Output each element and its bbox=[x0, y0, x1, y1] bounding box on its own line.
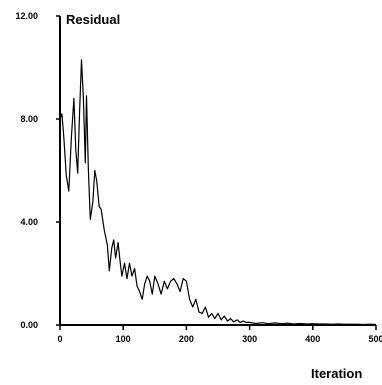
axes bbox=[59, 16, 376, 326]
y-tick-label: 4.00 bbox=[20, 217, 38, 227]
x-tick-label: 400 bbox=[305, 334, 320, 344]
x-tick-label: 100 bbox=[116, 334, 131, 344]
y-axis-title: Residual bbox=[66, 12, 120, 27]
x-tick-label: 0 bbox=[57, 334, 62, 344]
x-tick-label: 500 bbox=[368, 334, 382, 344]
residual-series-line bbox=[59, 59, 377, 326]
x-axis-title: Iteration bbox=[311, 366, 362, 381]
y-tick-label: 8.00 bbox=[20, 114, 38, 124]
ticks: 0 100 200 300 400 500 0.00 4.00 8.00 12.00 bbox=[15, 11, 382, 344]
x-tick-label: 200 bbox=[179, 334, 194, 344]
x-tick-label: 300 bbox=[242, 334, 257, 344]
y-tick-label: 12.00 bbox=[15, 11, 38, 21]
y-tick-label: 0.00 bbox=[20, 320, 38, 330]
